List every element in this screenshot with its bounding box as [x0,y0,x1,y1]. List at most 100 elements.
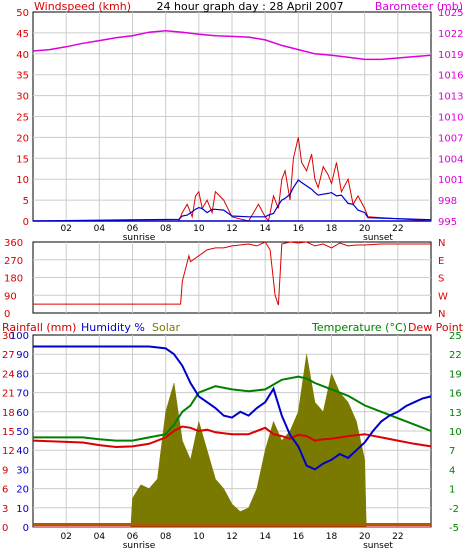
humidity-tick-4: 40 [16,446,29,457]
compass-tick-1: W [438,291,448,302]
barometer-tick-3: 1004 [438,154,463,165]
rain-tick-0: 0 [2,523,8,534]
compass-tick-2: S [438,274,444,285]
compass-tick-0: N [438,309,445,320]
temperature-line [33,375,432,442]
chart-title: 24 hour graph day : 28 April 2007 [157,0,344,13]
solar-area [33,354,431,528]
direction-tick-3: 270 [4,256,23,267]
windspeed-tick-6: 30 [16,92,29,103]
x-tick-top-22: 22 [392,224,403,234]
x-tick-top-04: 04 [94,224,106,234]
humidity-tick-9: 90 [16,350,29,361]
windspeed-tick-0: 0 [23,217,29,228]
humidity-tick-1: 10 [16,504,29,515]
barometer-tick-6: 1013 [438,92,463,103]
x-tick-bottom-06: 06 [127,532,139,542]
humidity-tick-7: 70 [16,389,29,400]
x-tick-bottom-18: 18 [326,532,338,542]
rain-tick-2: 6 [2,485,8,496]
barometer-tick-9: 1022 [438,29,463,40]
barometer-tick-4: 1007 [438,133,463,144]
rain-tick-3: 9 [2,465,8,476]
solar-axis-label: Solar [152,321,181,334]
direction-tick-2: 180 [4,274,23,285]
temp-tick-0: -5 [449,523,459,534]
rain-tick-7: 21 [2,389,15,400]
x-tick-bottom-04: 04 [94,532,106,542]
x-tick-top-16: 16 [293,224,305,234]
humidity-tick-5: 50 [16,427,29,438]
temp-tick-2: 1 [449,485,455,496]
rainfall-bar [33,523,431,526]
sunset-label-top: sunset [363,233,393,243]
x-tick-bottom-20: 20 [359,532,371,542]
barometer-tick-10: 1025 [438,8,463,19]
x-tick-top-18: 18 [326,224,338,234]
direction-tick-4: 360 [4,238,23,249]
sunset-label-bottom: sunset [363,541,393,551]
barometer-tick-5: 1010 [438,113,463,124]
barometer-tick-8: 1019 [438,50,463,61]
sunrise-label-bottom: sunrise [123,541,156,551]
series-lines [32,30,432,528]
x-tick-bottom-08: 08 [160,532,172,542]
windspeed-axis-label: Windspeed (kmh) [34,0,131,13]
windspeed-tick-7: 35 [16,71,29,82]
windspeed-tick-8: 40 [16,50,29,61]
x-tick-top-12: 12 [226,224,237,234]
tick-labels: 0510152025303540455099599810011004100710… [2,8,463,542]
compass-tick-4: N [438,238,445,249]
temp-tick-8: 19 [449,369,462,380]
rain-tick-5: 15 [2,427,15,438]
rain-tick-4: 12 [2,446,15,457]
x-tick-top-14: 14 [259,224,271,234]
barometer-tick-2: 1001 [438,175,463,186]
grid-lines [33,12,431,527]
humidity-tick-8: 80 [16,369,29,380]
temp-tick-6: 13 [449,408,462,419]
barometer-tick-7: 1016 [438,71,463,82]
x-tick-top-02: 02 [60,224,71,234]
humidity-axis-label: Humidity % [81,321,145,334]
humidity-tick-2: 20 [16,485,29,496]
temp-tick-4: 7 [449,446,455,457]
rain-tick-8: 24 [2,369,15,380]
windspeed-tick-4: 20 [16,133,29,144]
x-tick-bottom-22: 22 [392,532,403,542]
rain-tick-9: 27 [2,350,15,361]
barometer-line [32,30,432,61]
rainfall-axis-label: Rainfall (mm) [2,321,76,334]
barometer-tick-1: 998 [438,196,457,207]
windspeed-tick-10: 50 [16,8,29,19]
sunrise-label-top: sunrise [123,233,156,243]
dewpoint-axis-label: Dew Point [408,321,464,334]
temperature-axis-label: Temperature (°C) [311,321,407,334]
humidity-tick-6: 60 [16,408,29,419]
windspeed-tick-9: 45 [16,29,29,40]
temp-tick-1: -2 [449,504,459,515]
humidity-tick-0: 0 [23,523,29,534]
windspeed-tick-5: 25 [16,113,29,124]
x-tick-top-10: 10 [193,224,205,234]
x-tick-top-06: 06 [127,224,139,234]
windspeed-tick-2: 10 [16,175,29,186]
x-tick-bottom-12: 12 [226,532,237,542]
solar-area-fill [33,354,431,528]
windspeed-tick-3: 15 [16,154,29,165]
dewpoint-line [32,425,432,449]
windspeed-tick-1: 5 [23,196,29,207]
temp-tick-3: 4 [449,465,455,476]
x-tick-top-08: 08 [160,224,172,234]
direction-tick-1: 90 [4,291,17,302]
x-tick-bottom-14: 14 [259,532,271,542]
temp-tick-9: 22 [449,350,462,361]
x-tick-bottom-16: 16 [293,532,305,542]
temp-tick-10: 25 [449,331,462,342]
x-tick-bottom-10: 10 [193,532,205,542]
direction-tick-0: 0 [4,309,10,320]
humidity-line [33,345,432,471]
temp-tick-7: 16 [449,389,462,400]
